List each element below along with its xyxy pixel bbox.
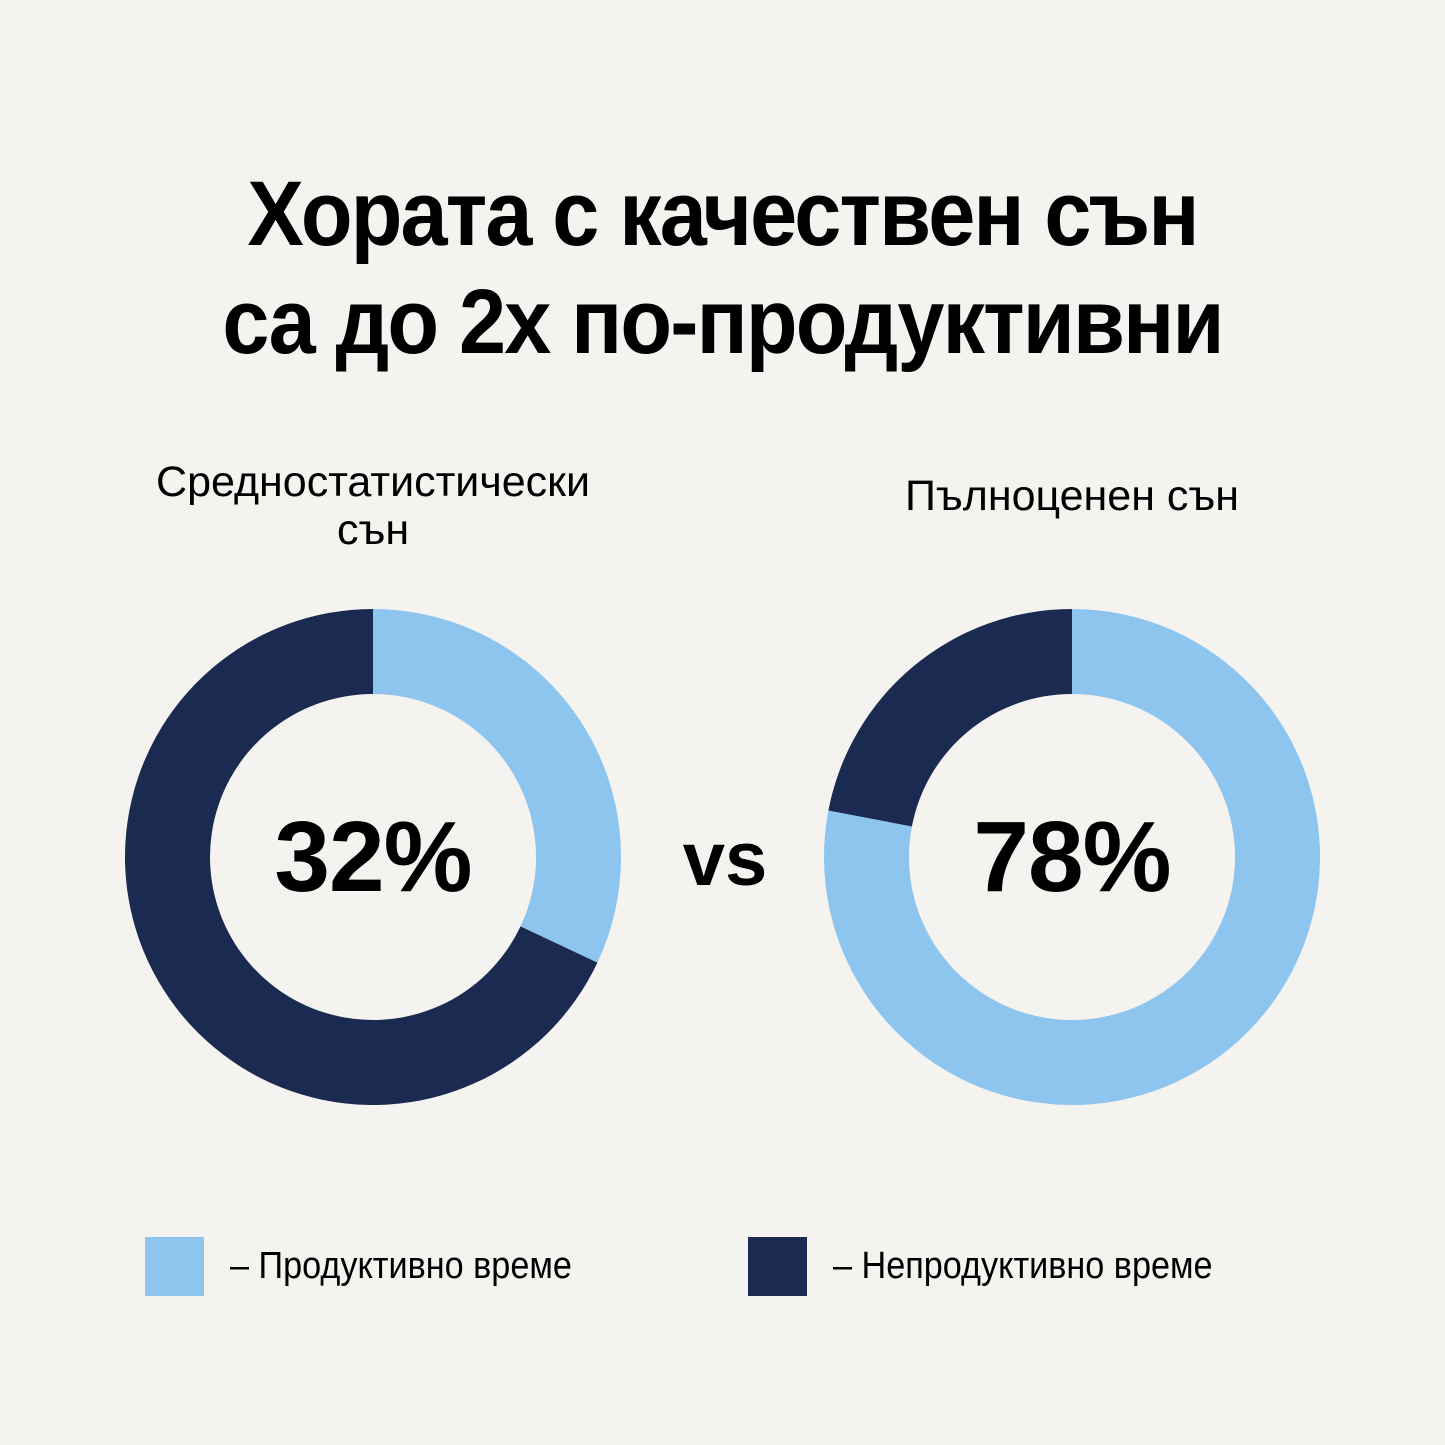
donut-graphic (124, 609, 621, 1105)
legend-label: – Непродуктивно време (833, 1244, 1213, 1287)
legend-swatch-unproductive (748, 1236, 807, 1296)
title-line-1: Хората с качествен сън (247, 163, 1199, 265)
donut-graphic (824, 609, 1320, 1105)
legend-swatch-productive (145, 1236, 204, 1296)
legend: – Продуктивно време – Непродуктивно врем… (0, 1236, 1445, 1296)
legend-label: – Продуктивно време (230, 1244, 572, 1287)
title-line-2: са до 2x по-продуктивни (222, 271, 1224, 373)
segment-unproductive (124, 609, 598, 1105)
chart-title: Хората с качествен сън са до 2x по-проду… (58, 160, 1387, 376)
segment-productive (373, 609, 621, 963)
left-chart-label-line-1: Средностатистически (156, 458, 590, 506)
vs-separator: vs (682, 817, 768, 902)
segment-unproductive (828, 609, 1072, 827)
right-chart-label: Пълноценен сън (904, 472, 1240, 520)
segment-productive (824, 609, 1320, 1105)
legend-item-productive: – Продуктивно време (145, 1236, 610, 1296)
donut-chart-full-sleep: 78% (822, 607, 1322, 1107)
left-chart-label: Средностатистически сън (73, 458, 673, 554)
legend-item-unproductive: – Непродуктивно време (748, 1236, 1255, 1296)
donut-center-value: 78% (973, 800, 1171, 913)
left-chart-label-line-2: сън (336, 506, 410, 554)
donut-center-value: 32% (274, 800, 472, 913)
donut-chart-average-sleep: 32% (123, 607, 623, 1107)
